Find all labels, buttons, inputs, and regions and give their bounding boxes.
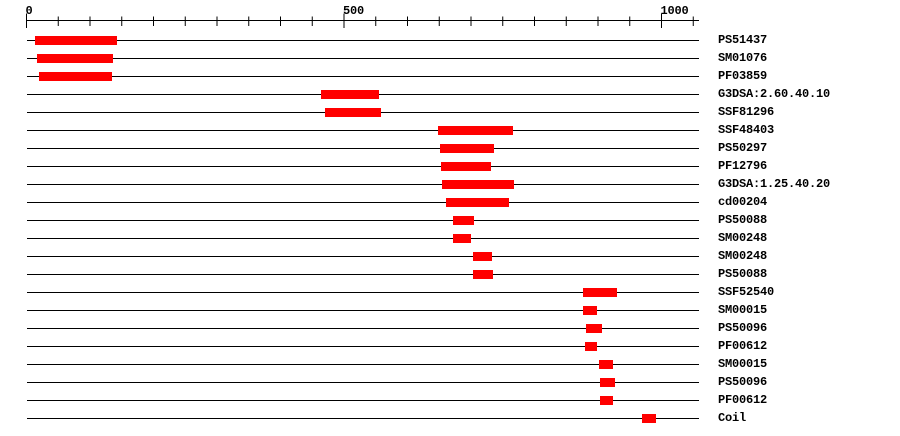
axis-tick-label: 0 — [26, 4, 33, 18]
feature-label: PF12796 — [718, 159, 768, 173]
feature-bar — [437, 126, 513, 135]
sequence-line — [27, 220, 699, 221]
sequence-line — [27, 382, 699, 383]
sequence-line — [27, 202, 699, 203]
sequence-line — [27, 238, 699, 239]
feature-bar — [599, 396, 613, 405]
feature-label: SSF48403 — [718, 123, 775, 137]
feature-bar — [599, 378, 616, 387]
feature-bar — [445, 198, 510, 207]
feature-bar — [439, 144, 494, 153]
feature-bar — [441, 162, 492, 171]
feature-label: SM00248 — [718, 231, 768, 245]
feature-label: PS50088 — [718, 267, 768, 281]
sequence-line — [27, 400, 699, 401]
feature-label: G3DSA:2.60.40.10 — [718, 87, 831, 101]
feature-label: PS50096 — [718, 321, 768, 335]
feature-label: SM01076 — [718, 51, 768, 65]
feature-bar — [452, 216, 474, 225]
sequence-line — [27, 274, 699, 275]
feature-bar — [472, 270, 494, 279]
sequence-line — [27, 418, 699, 419]
sequence-line — [27, 40, 699, 41]
feature-bar — [37, 54, 113, 63]
feature-bar — [452, 234, 471, 243]
feature-bar — [472, 252, 492, 261]
feature-bar — [321, 90, 379, 99]
feature-label: PS51437 — [718, 33, 768, 47]
feature-bar — [641, 414, 656, 423]
axis-tick-label: 500 — [343, 4, 364, 18]
feature-bar — [583, 306, 598, 315]
sequence-line — [27, 364, 699, 365]
sequence-line — [27, 292, 699, 293]
feature-label: SSF81296 — [718, 105, 775, 119]
feature-bar — [34, 36, 118, 45]
feature-label: SM00015 — [718, 357, 768, 371]
feature-label: SSF52540 — [718, 285, 775, 299]
feature-label: PF00612 — [718, 339, 768, 353]
sequence-axis: 0 500 1000 — [26, 4, 699, 28]
feature-bar — [582, 288, 618, 297]
sequence-line — [27, 256, 699, 257]
feature-label: PF00612 — [718, 393, 768, 407]
sequence-line — [27, 184, 699, 185]
feature-label: PS50096 — [718, 375, 768, 389]
sequence-line — [27, 130, 699, 131]
feature-bar — [585, 342, 598, 351]
feature-label: Coil — [718, 411, 747, 425]
feature-bar — [598, 360, 613, 369]
sequence-line — [27, 76, 699, 77]
feature-label: PS50297 — [718, 141, 768, 155]
sequence-line — [27, 58, 699, 59]
feature-label: PF03859 — [718, 69, 768, 83]
sequence-line — [27, 166, 699, 167]
feature-label: G3DSA:1.25.40.20 — [718, 177, 831, 191]
feature-bar — [324, 108, 382, 117]
feature-label: SM00015 — [718, 303, 768, 317]
feature-label: SM00248 — [718, 249, 768, 263]
feature-bar — [585, 324, 603, 333]
feature-bar — [441, 180, 515, 189]
feature-label: cd00204 — [718, 195, 768, 209]
feature-label: PS50088 — [718, 213, 768, 227]
sequence-line — [27, 346, 699, 347]
sequence-line — [27, 328, 699, 329]
sequence-line — [27, 310, 699, 311]
feature-bar — [39, 72, 113, 81]
axis-tick-label: 1000 — [661, 4, 689, 18]
sequence-line — [27, 148, 699, 149]
